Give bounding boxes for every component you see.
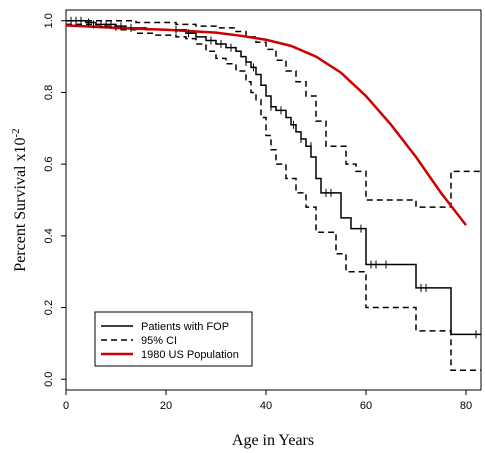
y-tick-label: 0.6	[43, 157, 55, 172]
y-tick-label: 1.0	[43, 13, 55, 28]
x-tick-label: 40	[260, 400, 272, 412]
y-axis-title: Percent Survival x10-2	[10, 128, 29, 271]
us-population-line	[65, 24, 467, 226]
y-axis-title-exponent: -2	[10, 128, 22, 137]
plot-frame	[65, 9, 482, 391]
x-axis: 0 20 40 60 80	[63, 390, 472, 412]
y-tick-label: 0.4	[43, 228, 55, 243]
series-layer	[65, 20, 481, 372]
legend-label: 95% CI	[141, 335, 177, 347]
legend-box	[94, 311, 253, 367]
legend: Patients with FOP 95% CI 1980 US Populatio…	[94, 311, 253, 367]
x-axis-title: Age in Years	[232, 432, 314, 449]
legend-label: Patients with FOP	[141, 321, 229, 333]
y-tick-label: 0.2	[43, 300, 55, 315]
x-tick-label: 0	[63, 400, 69, 412]
x-tick-label: 60	[360, 400, 372, 412]
ci-line-2	[66, 23, 481, 372]
fop-survival-line	[66, 20, 481, 336]
y-axis-title-group: Percent Survival x10-2	[10, 128, 29, 271]
x-tick-label: 20	[160, 400, 172, 412]
censor-marks	[70, 16, 477, 339]
y-axis-title-text: Percent Survival x10	[12, 137, 29, 271]
y-tick-label: 0.0	[43, 372, 55, 387]
y-tick-label: 0.8	[43, 85, 55, 100]
legend-label: 1980 US Population	[141, 349, 239, 361]
y-axis: 0.0 0.2 0.4 0.6 0.8 1.0	[43, 13, 66, 387]
x-tick-label: 80	[460, 400, 472, 412]
ci-line-1	[66, 20, 481, 208]
